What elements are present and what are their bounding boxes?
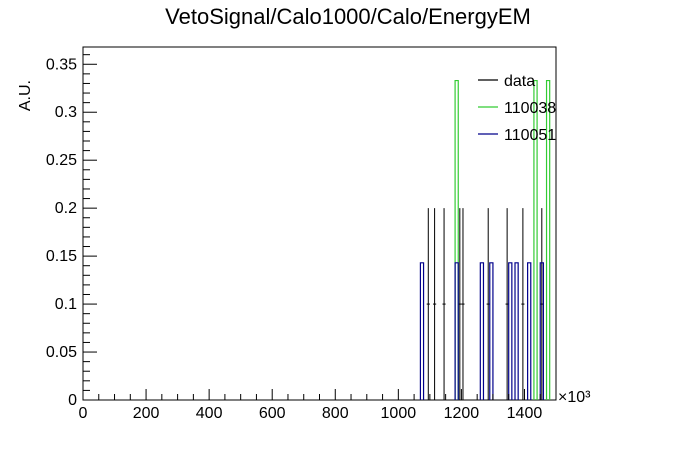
series-110038-bin [545,79,551,400]
y-tick-label: 0.25 [46,152,77,169]
series-layer [419,79,551,400]
series-110051-bin [479,262,485,400]
y-tick-label: 0.35 [46,56,77,73]
legend-label: 110051 [504,127,556,144]
series-110051-bin [489,262,494,400]
x-tick-label: 400 [196,405,223,422]
x-tick-label: 600 [259,405,286,422]
x-axis-multiplier: ×10³ [558,389,591,406]
legend-label: data [504,73,535,90]
series-110051-bin [508,262,513,400]
legend: data 110038 110051 [478,73,556,144]
x-tick-label: 800 [322,405,349,422]
y-tick-label: 0 [68,392,77,409]
y-tick-label: 0.1 [55,296,77,313]
series-110051-bin [527,262,532,400]
y-tick-label: 0.3 [55,104,77,121]
x-tick-label: 1400 [507,405,543,422]
series-110051-bin [454,262,459,400]
x-tick-label: 1000 [381,405,417,422]
y-axis-label: A.U. [17,80,34,111]
x-tick-label: 200 [133,405,160,422]
chart-title: VetoSignal/Calo1000/Calo/EnergyEM [165,4,531,29]
y-tick-label: 0.05 [46,344,77,361]
series-110051-bin [419,262,425,400]
plot-frame [82,46,557,401]
series-110051-bin [539,262,544,400]
series-110038-bin [454,79,459,400]
y-tick-label: 0.15 [46,248,77,265]
legend-label: 110038 [504,100,556,117]
x-tick-label: 0 [79,405,88,422]
axes-layer: 0 200 400 600 800 1000 1200 1400 0 0.05 0.1 0.15 0.2… [46,54,557,422]
series-110038-bin [533,79,538,400]
y-tick-label: 0.2 [55,200,77,217]
x-tick-label: 1200 [444,405,480,422]
series-110051-bin [514,262,519,400]
